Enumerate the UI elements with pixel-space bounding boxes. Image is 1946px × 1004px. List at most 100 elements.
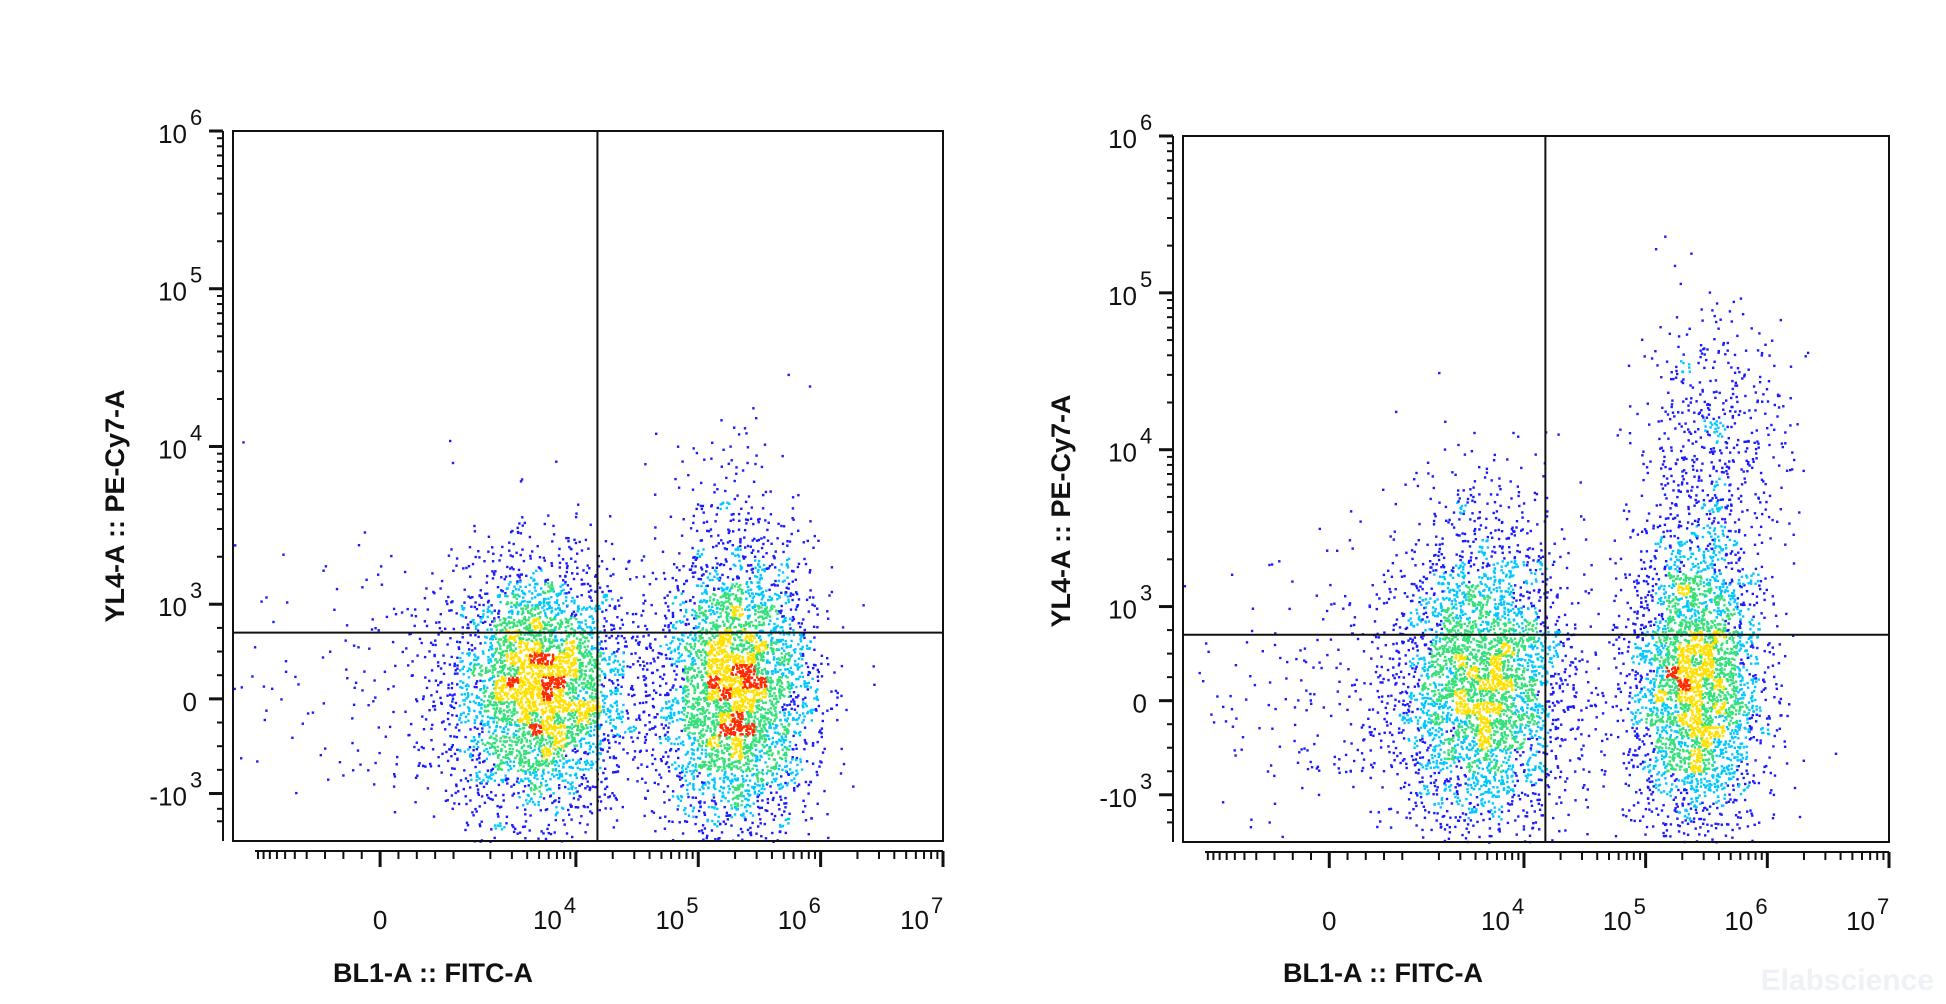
event-dot: [516, 624, 519, 627]
event-dot: [558, 688, 562, 691]
event-dot: [589, 802, 593, 806]
event-dot: [581, 633, 584, 636]
event-dot: [771, 772, 774, 775]
event-dot: [528, 703, 531, 707]
event-dot: [512, 792, 516, 795]
event-dot: [508, 574, 512, 578]
event-dot: [444, 728, 447, 731]
event-dot: [519, 679, 522, 682]
event-dot: [696, 552, 699, 556]
event-dot: [456, 723, 459, 726]
event-dot: [558, 575, 562, 578]
event-dot: [504, 575, 508, 578]
event-dot: [555, 593, 558, 596]
event-dot: [532, 694, 535, 697]
event-dot: [541, 750, 545, 754]
event-dot: [807, 792, 810, 795]
event-dot: [426, 787, 430, 790]
event-dot: [491, 570, 494, 573]
event-dot: [588, 605, 591, 609]
event-dot: [514, 723, 517, 727]
event-dot: [612, 724, 615, 728]
event-dot: [720, 749, 724, 752]
event-dot: [516, 582, 519, 585]
event-dot: [580, 653, 583, 656]
event-dot: [642, 555, 646, 558]
event-dot: [543, 656, 546, 659]
event-dot: [662, 628, 665, 632]
event-dot: [506, 672, 509, 676]
event-dot: [571, 682, 574, 686]
event-dot: [737, 744, 740, 747]
event-dot: [505, 777, 508, 780]
event-dot: [545, 623, 548, 626]
event-dot: [749, 703, 752, 706]
event-dot: [490, 768, 493, 772]
event-dot: [579, 689, 582, 693]
event-dot: [735, 605, 738, 609]
event-dot: [437, 683, 440, 687]
event-dot: [534, 642, 537, 645]
event-dot: [414, 801, 417, 804]
event-dot: [560, 773, 563, 776]
event-dot: [494, 827, 497, 830]
event-dot: [543, 604, 546, 608]
event-dot: [545, 627, 548, 630]
event-dot: [548, 638, 551, 641]
event-dot: [574, 697, 577, 700]
event-dot: [545, 674, 548, 678]
event-dot: [698, 609, 701, 612]
event-dot: [586, 645, 589, 648]
event-dot: [731, 647, 735, 650]
event-dot: [584, 538, 588, 542]
event-dot: [462, 673, 465, 676]
event-dot: [698, 605, 701, 608]
event-dot: [686, 752, 689, 755]
event-dot: [579, 662, 582, 665]
event-dot: [612, 734, 615, 737]
event-dot: [509, 721, 513, 725]
event-dot: [535, 762, 538, 765]
event-dot: [558, 775, 562, 778]
event-dot: [515, 551, 518, 554]
event-dot: [519, 676, 523, 680]
event-dot: [840, 694, 843, 698]
event-dot: [549, 710, 552, 714]
event-dot: [683, 709, 686, 712]
event-dot: [730, 672, 733, 675]
event-dot: [486, 686, 489, 689]
event-dot: [731, 673, 735, 676]
event-dot: [711, 605, 714, 608]
event-dot: [582, 652, 585, 656]
event-dot: [526, 600, 529, 604]
event-dot: [502, 643, 506, 647]
event-dot: [621, 668, 624, 671]
event-dot: [589, 683, 593, 686]
event-dot: [593, 728, 596, 732]
event-dot: [677, 748, 680, 751]
event-dot: [473, 530, 477, 533]
event-dot: [769, 689, 772, 693]
event-dot: [529, 661, 533, 664]
event-dot: [554, 814, 557, 817]
event-dot: [813, 636, 816, 639]
event-dot: [497, 815, 500, 818]
event-dot: [602, 652, 605, 655]
event-dot: [496, 745, 499, 748]
event-dot: [741, 694, 745, 697]
event-dot: [529, 682, 532, 685]
event-dot: [569, 713, 572, 716]
event-dot: [802, 633, 806, 636]
event-dot: [562, 746, 565, 749]
event-dot: [469, 668, 472, 672]
event-dot: [565, 638, 568, 641]
event-dot: [693, 685, 696, 689]
event-dot: [499, 652, 502, 655]
event-dot: [732, 619, 735, 623]
event-dot: [637, 716, 641, 720]
event-dot: [777, 752, 780, 755]
event-dot: [656, 669, 659, 672]
event-dot: [555, 460, 558, 463]
event-dot: [763, 677, 766, 681]
event-dot: [521, 780, 525, 783]
